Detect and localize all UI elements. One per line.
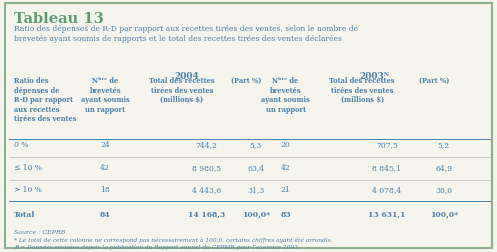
Text: 5,2: 5,2	[438, 141, 450, 149]
Text: (Part %): (Part %)	[418, 77, 449, 85]
Text: 24: 24	[100, 141, 110, 149]
Text: Total des recettes
tirées des ventes
(millions $): Total des recettes tirées des ventes (mi…	[330, 77, 395, 104]
Text: 18: 18	[100, 185, 110, 194]
Text: 100,0*: 100,0*	[242, 210, 270, 218]
Text: 13 631,1: 13 631,1	[368, 210, 406, 218]
Text: Nᵇʳᵉ de
brevetés
ayant soumis
un rapport: Nᵇʳᵉ de brevetés ayant soumis un rapport	[261, 77, 310, 113]
Text: (Part %): (Part %)	[231, 77, 261, 85]
Text: 744,2: 744,2	[195, 141, 217, 149]
Text: 20: 20	[281, 141, 290, 149]
Text: ≤ 10 %: ≤ 10 %	[14, 163, 42, 171]
Text: 42: 42	[281, 163, 290, 171]
Text: 0 %: 0 %	[14, 141, 28, 149]
Text: 4 443,6: 4 443,6	[192, 185, 221, 194]
Text: R = Données révisées depuis la publication du Rapport annuel du CEPMB pour l’exe: R = Données révisées depuis la publicati…	[14, 244, 300, 249]
Text: Nᵇʳᵉ de
brevetés
ayant soumis
un rapport: Nᵇʳᵉ de brevetés ayant soumis un rapport	[81, 77, 130, 113]
Text: 8 845,1: 8 845,1	[372, 163, 402, 171]
Text: Source : CEPRB: Source : CEPRB	[14, 229, 65, 234]
Text: Tableau 13: Tableau 13	[14, 12, 103, 26]
Text: 63,4: 63,4	[248, 163, 264, 171]
Text: 707,5: 707,5	[376, 141, 398, 149]
Text: Total: Total	[14, 210, 35, 218]
Text: Ratio des
dépenses de
R-D par rapport
aux recettes
tirées des ventes: Ratio des dépenses de R-D par rapport au…	[14, 77, 76, 123]
Text: 14 168,3: 14 168,3	[188, 210, 225, 218]
Text: 31,3: 31,3	[248, 185, 264, 194]
FancyBboxPatch shape	[5, 4, 492, 248]
Text: 30,0: 30,0	[435, 185, 452, 194]
Text: Ratio des dépenses de R-D par rapport aux recettes tirées des ventes, selon le n: Ratio des dépenses de R-D par rapport au…	[14, 24, 358, 43]
Text: 21: 21	[281, 185, 290, 194]
Text: 84: 84	[100, 210, 110, 218]
Text: * Le total de cette colonne ne correspond pas nécessairement à 100,0, certains c: * Le total de cette colonne ne correspon…	[14, 236, 332, 242]
Text: 100,0*: 100,0*	[429, 210, 458, 218]
Text: 83: 83	[280, 210, 291, 218]
Text: 2004: 2004	[174, 72, 199, 81]
Text: > 10 %: > 10 %	[14, 185, 42, 194]
Text: 5,3: 5,3	[250, 141, 262, 149]
Text: 42: 42	[100, 163, 110, 171]
Text: 4 078,4: 4 078,4	[372, 185, 402, 194]
Text: 2003ᴺ: 2003ᴺ	[359, 72, 390, 81]
Text: 8 980,5: 8 980,5	[192, 163, 221, 171]
Text: Total des recettes
tirées des ventes
(millions $): Total des recettes tirées des ventes (mi…	[149, 77, 215, 104]
Text: 64,9: 64,9	[435, 163, 452, 171]
